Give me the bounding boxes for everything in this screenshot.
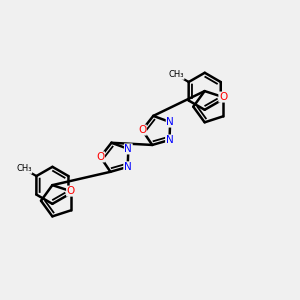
Text: O: O (67, 186, 75, 196)
Text: O: O (219, 92, 227, 102)
Text: N: N (124, 144, 132, 154)
Text: O: O (138, 125, 146, 135)
Text: N: N (166, 117, 174, 127)
Text: O: O (96, 152, 104, 162)
Text: CH₃: CH₃ (169, 70, 184, 79)
Text: CH₃: CH₃ (16, 164, 32, 173)
Text: N: N (124, 162, 132, 172)
Text: N: N (166, 135, 173, 145)
